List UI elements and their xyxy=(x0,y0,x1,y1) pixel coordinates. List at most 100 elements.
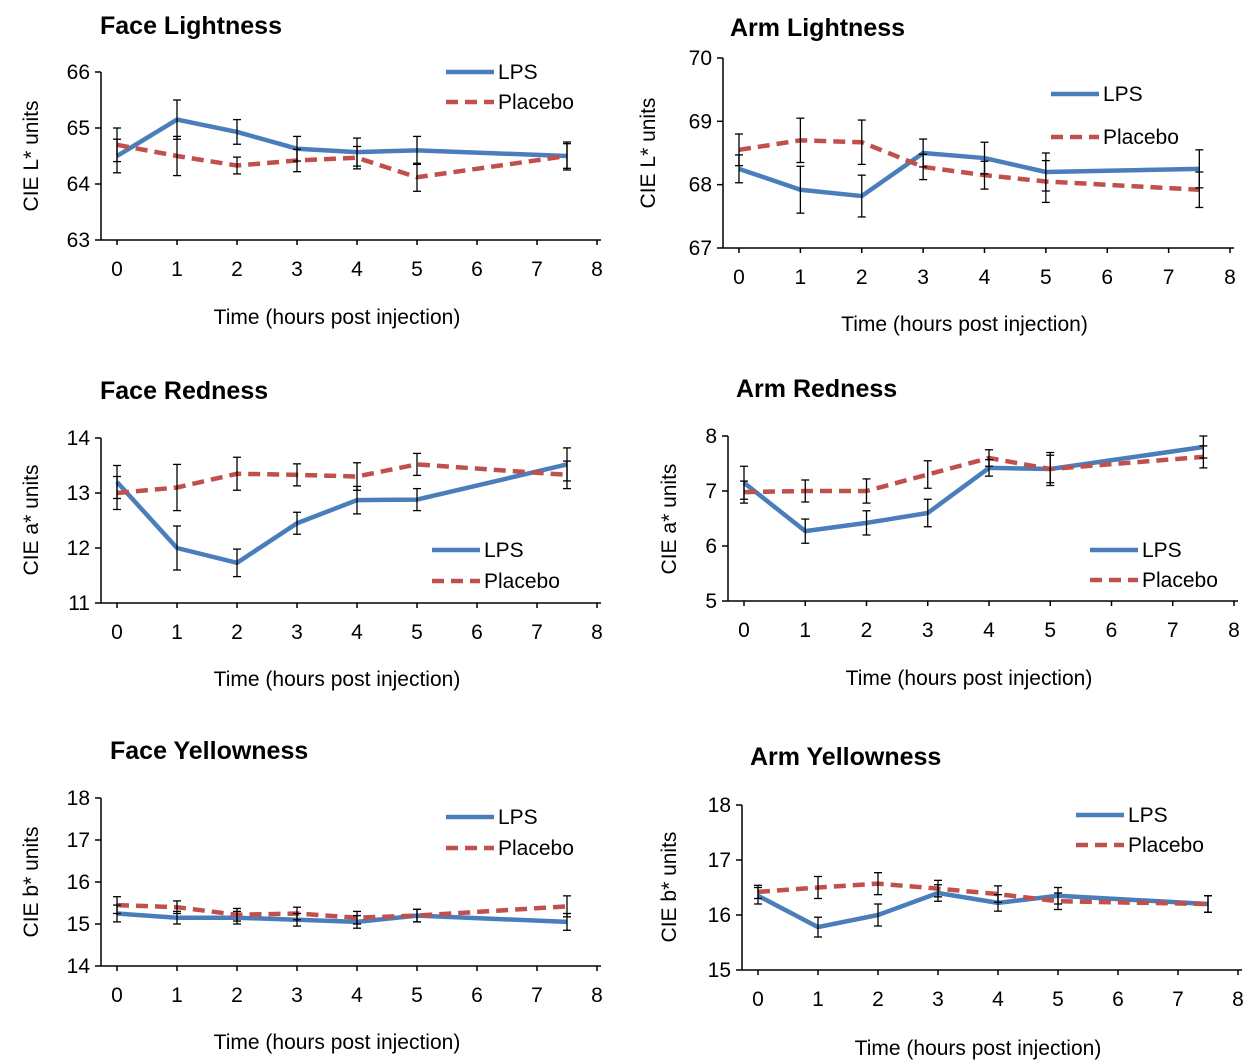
error-bar-placebo xyxy=(293,906,301,921)
x-tick-label: 3 xyxy=(932,988,944,1011)
chart-title: Arm Yellowness xyxy=(750,743,941,771)
error-bar-placebo xyxy=(980,160,989,190)
x-tick-label: 0 xyxy=(111,621,123,644)
y-tick-label: 63 xyxy=(67,229,90,252)
x-tick-label: 3 xyxy=(291,258,303,281)
x-tick-label: 1 xyxy=(171,258,183,281)
x-tick-label: 0 xyxy=(752,988,764,1011)
error-bar-placebo xyxy=(233,907,241,922)
legend-label-lps: LPS xyxy=(1128,804,1168,827)
error-bar-placebo xyxy=(1204,895,1212,913)
legend: LPS Placebo xyxy=(446,61,574,114)
error-bar-lps xyxy=(801,518,810,544)
error-bar-lps xyxy=(814,916,822,938)
error-bar-lps xyxy=(293,511,301,535)
y-tick-label: 15 xyxy=(67,913,90,936)
error-bar-placebo xyxy=(563,895,571,918)
x-tick-label: 5 xyxy=(411,258,423,281)
x-tick-label: 2 xyxy=(861,619,873,642)
error-bar-placebo xyxy=(934,879,942,898)
legend-label-placebo: Placebo xyxy=(1128,834,1204,857)
y-axis-label: CIE b* units xyxy=(658,832,681,943)
x-tick-label: 8 xyxy=(1228,619,1240,642)
y-tick-label: 16 xyxy=(67,871,90,894)
y-tick-label: 14 xyxy=(67,427,91,450)
error-bar-placebo xyxy=(293,148,301,173)
y-tick-label: 13 xyxy=(67,482,90,505)
error-bar-placebo xyxy=(173,900,181,915)
x-axis-label: Time (hours post injection) xyxy=(855,1037,1102,1060)
x-tick-label: 2 xyxy=(231,621,243,644)
error-bar-placebo xyxy=(814,875,822,900)
x-tick-label: 7 xyxy=(531,258,543,281)
y-tick-label: 14 xyxy=(67,955,91,978)
error-bar-placebo xyxy=(233,156,241,175)
y-axis-label: CIE a* units xyxy=(20,465,43,576)
y-axis-label: CIE a* units xyxy=(658,464,681,575)
x-tick-label: 7 xyxy=(531,984,543,1007)
error-bar-placebo xyxy=(563,460,571,490)
error-bar-lps xyxy=(796,165,805,214)
legend-label-lps: LPS xyxy=(498,806,538,829)
y-tick-label: 12 xyxy=(67,537,90,560)
x-tick-label: 1 xyxy=(171,984,183,1007)
error-bar-placebo xyxy=(862,478,871,504)
x-tick-label: 2 xyxy=(856,266,868,289)
x-tick-label: 5 xyxy=(1040,266,1052,289)
x-tick-label: 8 xyxy=(591,984,603,1007)
y-axis-label: CIE L* units xyxy=(637,98,660,209)
legend-label-placebo: Placebo xyxy=(484,570,560,593)
error-bar-placebo xyxy=(353,462,361,491)
y-axis-label: CIE L* units xyxy=(20,101,43,212)
x-tick-label: 5 xyxy=(411,621,423,644)
error-bar-placebo xyxy=(113,475,121,511)
chart-title: Face Yellowness xyxy=(110,737,308,765)
legend-label-lps: LPS xyxy=(498,61,538,84)
x-tick-label: 4 xyxy=(979,266,991,289)
x-axis-label: Time (hours post injection) xyxy=(841,313,1088,336)
legend-label-lps: LPS xyxy=(1142,539,1182,562)
error-bar-placebo xyxy=(1046,454,1055,484)
error-bar-placebo xyxy=(994,885,1002,903)
x-tick-label: 3 xyxy=(291,984,303,1007)
legend: LPS Placebo xyxy=(1051,83,1179,149)
x-tick-label: 6 xyxy=(1106,619,1118,642)
error-bar-placebo xyxy=(563,143,571,169)
error-bar-placebo xyxy=(874,872,882,896)
x-tick-label: 3 xyxy=(917,266,929,289)
error-bar-placebo xyxy=(754,884,762,900)
x-tick-label: 2 xyxy=(231,984,243,1007)
error-bar-placebo xyxy=(1195,171,1204,209)
x-tick-label: 8 xyxy=(591,258,603,281)
error-bar-lps xyxy=(862,510,871,536)
y-tick-label: 17 xyxy=(67,829,90,852)
x-tick-label: 6 xyxy=(471,258,483,281)
y-axis-label: CIE b* units xyxy=(20,827,43,938)
error-bar-placebo xyxy=(1054,892,1062,911)
x-tick-label: 6 xyxy=(471,984,483,1007)
x-tick-label: 0 xyxy=(733,266,745,289)
error-bar-lps xyxy=(413,487,421,512)
x-tick-label: 2 xyxy=(231,258,243,281)
x-axis-label: Time (hours post injection) xyxy=(214,306,461,329)
error-bar-placebo xyxy=(735,133,743,167)
y-tick-label: 5 xyxy=(705,590,717,613)
chart-title: Arm Redness xyxy=(736,375,897,403)
error-bar-lps xyxy=(233,118,241,145)
x-tick-label: 7 xyxy=(1163,266,1175,289)
error-bar-lps xyxy=(923,498,932,528)
legend: LPS Placebo xyxy=(1076,804,1204,857)
x-tick-label: 1 xyxy=(171,621,183,644)
x-tick-label: 7 xyxy=(531,621,543,644)
y-tick-label: 8 xyxy=(705,425,717,448)
error-bar-placebo xyxy=(173,135,181,177)
error-bar-placebo xyxy=(796,117,805,164)
y-tick-label: 68 xyxy=(689,174,712,197)
x-tick-label: 6 xyxy=(1101,266,1113,289)
error-bar-lps xyxy=(173,525,181,571)
legend: LPS Placebo xyxy=(432,539,560,593)
chart-panel: Arm Yellowness 15 16 17 18 0 1 2 3 4 5 6 7 8 Time (hou… xyxy=(658,743,1244,1060)
y-tick-label: 67 xyxy=(689,237,712,260)
legend-label-lps: LPS xyxy=(484,539,524,562)
